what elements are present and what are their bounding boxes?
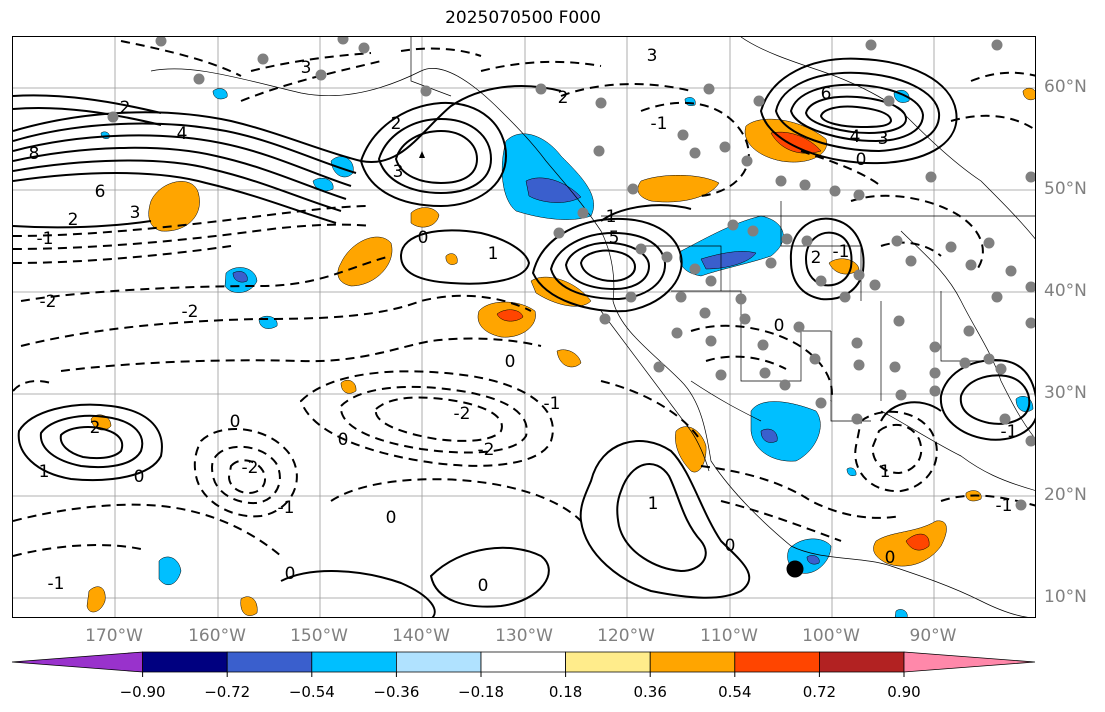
contour-label: 3 — [393, 162, 404, 182]
contour-label: 1 — [488, 244, 499, 264]
map-panel: 3 3 2 2 4 8 6 3 2 -1 -2 -2 2 3 0 1 1 5 6… — [12, 36, 1036, 618]
contour-label: -2 — [242, 458, 259, 478]
contour-label: 1 — [648, 494, 659, 514]
colorbar-segment — [142, 651, 228, 673]
colorbar-segment — [226, 651, 313, 673]
contour-label: 1 — [39, 462, 50, 482]
lon-label-170w: 170°W — [85, 626, 143, 646]
contour-label: 3 — [647, 46, 658, 66]
contour-label: 1 — [880, 462, 891, 482]
colorbar-segment — [565, 651, 651, 673]
contour-label: 2 — [811, 248, 822, 268]
colorbar-segment — [649, 651, 736, 673]
colorbar-tick-label: −0.54 — [288, 683, 335, 701]
contour-label: 2 — [90, 418, 101, 438]
contour-label: 3 — [878, 129, 889, 149]
lat-label-60n: 60°N — [1044, 77, 1087, 97]
colorbar-segment — [819, 651, 905, 673]
positive-shading — [86, 87, 1035, 616]
contour-label: 0 — [885, 548, 896, 568]
contour-label: -1 — [37, 229, 54, 249]
contour-label: 2 — [68, 210, 79, 230]
contour-label: 0 — [230, 412, 241, 432]
contour-label: 6 — [95, 182, 106, 202]
colorbar-tick-label: −0.72 — [204, 683, 251, 701]
lat-label-10n: 10°N — [1044, 587, 1087, 607]
contour-label: -2 — [182, 302, 199, 322]
colorbar-extend-min — [11, 651, 144, 673]
contour-label: 0 — [725, 536, 736, 556]
contour-label: 2 — [558, 88, 569, 108]
contour-label: -1 — [996, 496, 1013, 516]
triangle-marker — [419, 151, 425, 158]
contour-label: 0 — [774, 316, 785, 336]
contour-label: 0 — [478, 576, 489, 596]
contour-label: -1 — [833, 242, 850, 262]
contour-label: -1 — [544, 394, 561, 414]
map-title: 2025070500 F000 — [445, 8, 601, 28]
solid-contours — [13, 57, 1035, 617]
lat-label-30n: 30°N — [1044, 383, 1087, 403]
colorbar-tick-label: 0.72 — [802, 683, 837, 701]
colorbar-tick-label: −0.36 — [373, 683, 420, 701]
station-markers — [107, 37, 1035, 511]
lat-label-40n: 40°N — [1044, 281, 1087, 301]
colorbar-tick-label: −0.18 — [458, 683, 504, 701]
contour-label: 3 — [130, 203, 141, 223]
lon-label-160w: 160°W — [188, 626, 246, 646]
contour-label: 8 — [29, 144, 40, 164]
colorbar-extend-max — [903, 651, 1036, 673]
colorbar — [11, 651, 1036, 677]
colorbar-tick-label: 0.54 — [718, 683, 752, 701]
lon-label-150w: 150°W — [290, 626, 348, 646]
contour-label: -2 — [454, 404, 471, 424]
contour-label: -1 — [651, 114, 668, 134]
lat-label-20n: 20°N — [1044, 485, 1087, 505]
colorbar-tick-label: −0.90 — [119, 683, 166, 701]
contour-label: 1 — [606, 207, 617, 227]
contour-label: -1 — [1001, 422, 1018, 442]
colorbar-segment — [395, 651, 482, 673]
contour-label: 6 — [821, 84, 832, 104]
contour-label: 0 — [505, 352, 516, 372]
lat-label-50n: 50°N — [1044, 179, 1087, 199]
contour-label: 0 — [856, 150, 867, 170]
colorbar-segment — [480, 651, 566, 673]
contour-label: 4 — [177, 124, 188, 144]
contour-label: 3 — [301, 58, 312, 78]
lon-label-100w: 100°W — [802, 626, 860, 646]
contour-label: -1 — [48, 574, 65, 594]
colorbar-segment — [311, 651, 397, 673]
contour-label: 2 — [391, 114, 402, 134]
contour-label: -2 — [478, 440, 495, 460]
colorbar-tick-label: 0.90 — [887, 683, 921, 701]
contour-label: 0 — [338, 430, 349, 450]
dashed-contours — [13, 40, 1035, 557]
colorbar-segments — [11, 651, 1036, 673]
highlight-marker — [786, 560, 804, 578]
colorbar-segment — [734, 651, 820, 673]
contour-label: 0 — [386, 508, 397, 528]
contour-label-group: 3 3 2 2 4 8 6 3 2 -1 -2 -2 2 3 0 1 1 5 6… — [29, 46, 1018, 596]
lon-label-130w: 130°W — [495, 626, 553, 646]
colorbar-tick-label: 0.18 — [548, 683, 583, 701]
contour-label: 0 — [134, 467, 145, 487]
contour-label: -1 — [278, 498, 295, 518]
contour-label: 5 — [609, 228, 620, 248]
contour-label: 0 — [418, 228, 429, 248]
contour-label: 0 — [285, 564, 296, 584]
coastlines — [150, 37, 1035, 617]
contour-label: 4 — [850, 127, 861, 147]
contour-label: 2 — [120, 98, 131, 118]
colorbar-tick-label: 0.36 — [633, 683, 667, 701]
lon-label-140w: 140°W — [392, 626, 450, 646]
contour-label: -2 — [40, 292, 57, 312]
lon-label-90w: 90°W — [909, 626, 957, 646]
lon-label-110w: 110°W — [700, 626, 758, 646]
lon-label-120w: 120°W — [597, 626, 655, 646]
